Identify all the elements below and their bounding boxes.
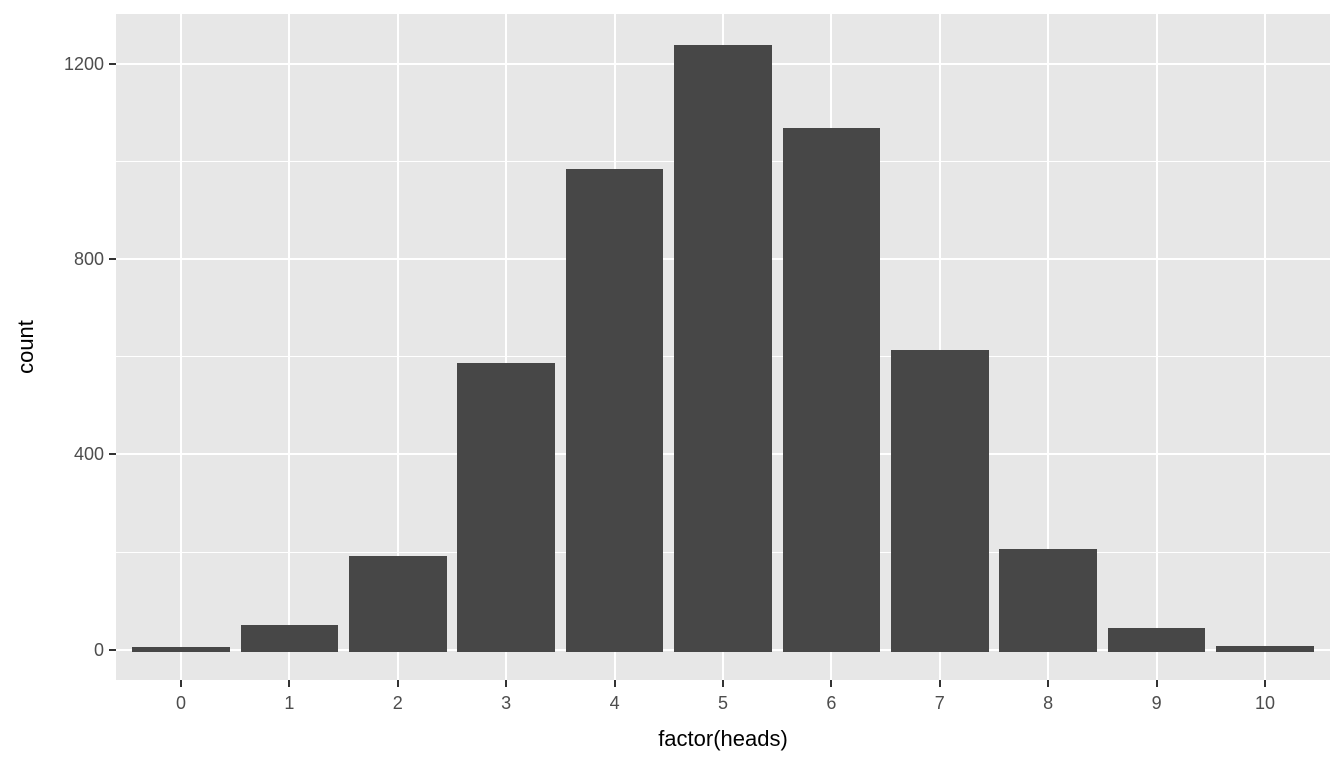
x-axis-tick [1047,680,1050,687]
y-tick-label: 0 [93,639,104,660]
y-tick-label: 400 [73,444,104,465]
x-axis-tick [1155,680,1158,687]
gridline-major-vertical [505,14,508,680]
x-axis-title: factor(heads) [658,726,788,751]
x-tick-label: 8 [1043,693,1054,713]
x-axis-tick [396,680,399,687]
x-tick-label: 5 [717,693,728,713]
y-axis-tick [109,62,116,65]
x-tick-label: 9 [1151,693,1162,713]
y-axis-tick [109,453,116,456]
x-tick-label: 4 [609,693,620,713]
gridline-major-vertical [1047,14,1050,680]
bar-3 [457,363,555,652]
bar-7 [891,349,989,652]
x-tick-label: 0 [175,693,186,713]
x-tick-label: 1 [284,693,295,713]
x-axis-tick [938,680,941,687]
bar-1 [240,624,339,652]
bar-0 [132,647,230,652]
x-axis-tick [722,680,724,687]
x-axis-tick [613,680,616,687]
x-axis-tick [505,680,508,687]
bar-6 [782,128,881,652]
x-axis-tick [180,680,182,687]
x-tick-label: 7 [934,693,945,713]
x-axis-tick [830,680,833,687]
x-tick-label: 2 [392,693,403,713]
bar-5 [674,45,772,652]
y-tick-label: 1200 [63,53,104,74]
gridline-major-vertical [288,14,291,680]
gridline-major-vertical [938,14,941,680]
x-axis-tick [1264,680,1266,687]
bar-8 [999,548,1097,652]
y-axis-tick [109,258,116,261]
x-tick-label: 6 [826,693,837,713]
x-axis-tick [288,680,291,687]
y-tick-label: 800 [73,249,104,270]
bar-10 [1216,645,1314,652]
bar-2 [349,555,447,652]
bar-4 [565,168,664,652]
gridline-major-vertical [180,14,182,680]
gridline-major-vertical [396,14,399,680]
x-tick-label: 10 [1254,693,1276,713]
gridline-major-vertical [1264,14,1266,680]
y-axis-title: count [13,320,38,374]
y-axis-tick [109,648,116,651]
x-tick-label: 3 [501,693,512,713]
gridline-major-vertical [1155,14,1158,680]
bar-9 [1107,627,1206,652]
